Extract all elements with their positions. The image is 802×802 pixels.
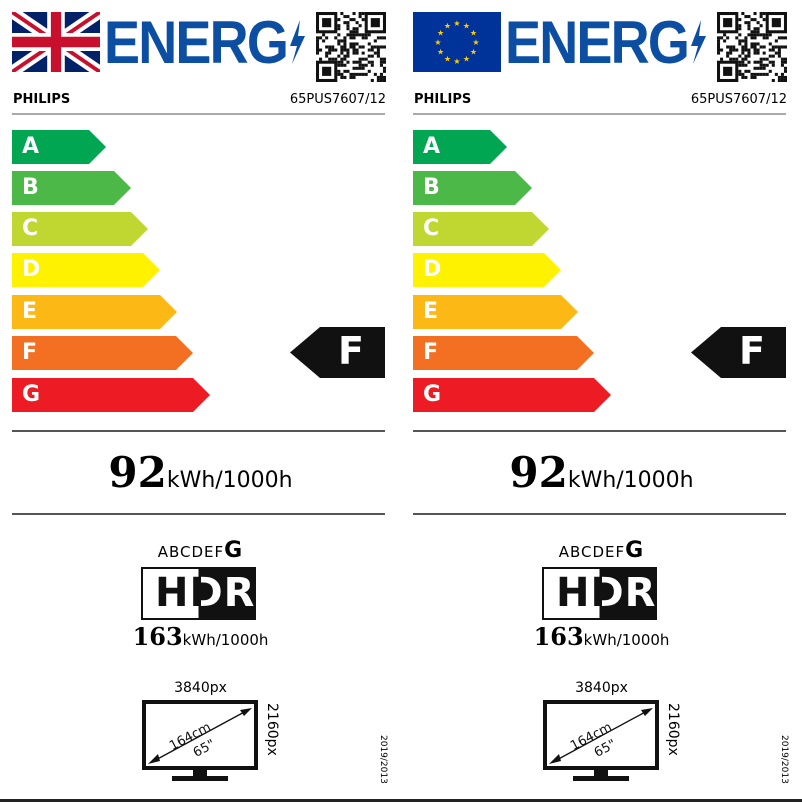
divider — [413, 513, 786, 515]
energy-title: ENERG — [104, 9, 289, 76]
energy-class-bar-d: D — [413, 253, 561, 287]
energy-class-bar-f: F — [413, 336, 594, 370]
hdr-class: G — [224, 538, 244, 563]
vertical-resolution: 2160px — [665, 703, 681, 756]
divider — [12, 430, 385, 432]
energy-class-indicator: F — [290, 327, 385, 378]
svg-text:★: ★ — [434, 38, 441, 47]
class-letter: E — [22, 299, 38, 324]
hdr-unit: kWh/1000h — [583, 631, 670, 649]
energy-class-bar-d: D — [12, 253, 160, 287]
sdr-consumption: 92kWh/1000h — [0, 448, 401, 497]
energy-class-bar-e: E — [12, 295, 177, 329]
hdr-unit: kWh/1000h — [182, 631, 269, 649]
energy-class-bar-g: G — [12, 378, 210, 412]
svg-text:★: ★ — [444, 22, 451, 31]
energy-class-bar-a: A — [413, 130, 507, 164]
class-letter: G — [423, 382, 442, 407]
hdr-value: 163 — [533, 622, 584, 651]
energy-class-bar-b: B — [413, 171, 532, 205]
sdr-unit: kWh/1000h — [567, 468, 694, 493]
svg-text:★: ★ — [453, 19, 460, 28]
horizontal-resolution: 3840px — [174, 680, 227, 696]
class-letter: A — [423, 134, 441, 159]
lightning-bolt-icon — [290, 20, 305, 64]
model-number: 65PUS7607/12 — [289, 92, 386, 107]
bottom-border — [0, 799, 802, 802]
energy-class-bar-e: E — [413, 295, 578, 329]
svg-text:★: ★ — [437, 29, 444, 38]
tv-screen-icon: 164cm 65" — [543, 700, 659, 781]
hdr-scale-prefix: ABCDEF — [558, 543, 626, 561]
sdr-unit: kWh/1000h — [166, 468, 293, 493]
class-letter: C — [423, 216, 440, 241]
hdr-logo-text: HDR — [556, 570, 657, 616]
hdr-logo: HDR — [141, 567, 256, 620]
hdr-scale-prefix: ABCDEF — [157, 543, 225, 561]
horizontal-resolution: 3840px — [575, 680, 628, 696]
indicator-letter: F — [338, 329, 364, 373]
hdr-logo-text: HDR — [155, 570, 256, 616]
hdr-class-scale: ABCDEFG — [0, 538, 401, 563]
class-letter: B — [22, 175, 39, 200]
svg-text:★: ★ — [444, 54, 451, 63]
model-number: 65PUS7607/12 — [690, 92, 787, 107]
tv-screen-icon: 164cm 65" — [142, 700, 258, 781]
regulation-number: 2019/2013 — [378, 735, 388, 784]
svg-text:★: ★ — [463, 22, 470, 31]
qr-code-icon[interactable] — [717, 11, 787, 83]
class-letter: G — [22, 382, 41, 407]
qr-code-icon[interactable] — [316, 11, 386, 83]
sdr-value: 92 — [509, 448, 568, 497]
divider — [413, 430, 786, 432]
class-letter: F — [423, 340, 439, 365]
class-letter: A — [22, 134, 40, 159]
sdr-value: 92 — [108, 448, 167, 497]
hdr-consumption: 163kWh/1000h — [401, 622, 802, 651]
hdr-value: 163 — [132, 622, 183, 651]
svg-text:★: ★ — [472, 38, 479, 47]
energy-class-bar-a: A — [12, 130, 106, 164]
sdr-consumption: 92kWh/1000h — [401, 448, 802, 497]
energy-class-bar-b: B — [12, 171, 131, 205]
class-letter: D — [22, 257, 41, 282]
svg-text:★: ★ — [470, 29, 477, 38]
divider — [413, 113, 786, 115]
energy-label-eu: ★ ★ ★ ★ ★ ★ ★ ★ ★ ★ ★ ★ ENERG PHILIPS 65PUS7607/12 … — [401, 0, 802, 802]
svg-text:★: ★ — [470, 48, 477, 57]
brand-name: PHILIPS — [13, 92, 71, 107]
class-letter: E — [423, 299, 439, 324]
svg-text:★: ★ — [463, 54, 470, 63]
class-letter: B — [423, 175, 440, 200]
class-letter: F — [22, 340, 38, 365]
indicator-letter: F — [739, 329, 765, 373]
uk-flag-icon — [8, 7, 104, 77]
svg-text:★: ★ — [437, 48, 444, 57]
svg-text:★: ★ — [453, 57, 460, 66]
class-letter: C — [22, 216, 39, 241]
hdr-class-scale: ABCDEFG — [401, 538, 802, 563]
class-letter: D — [423, 257, 442, 282]
lightning-bolt-icon — [691, 20, 706, 64]
energy-class-bar-c: C — [413, 212, 549, 246]
divider — [12, 113, 385, 115]
energy-class-bar-c: C — [12, 212, 148, 246]
regulation-number: 2019/2013 — [779, 735, 789, 784]
vertical-resolution: 2160px — [264, 703, 280, 756]
eu-flag-icon: ★ ★ ★ ★ ★ ★ ★ ★ ★ ★ ★ ★ — [413, 12, 501, 72]
energy-class-bar-g: G — [413, 378, 611, 412]
hdr-class: G — [625, 538, 645, 563]
divider — [12, 513, 385, 515]
energy-title: ENERG — [505, 9, 690, 76]
brand-name: PHILIPS — [414, 92, 472, 107]
hdr-consumption: 163kWh/1000h — [0, 622, 401, 651]
energy-class-bar-f: F — [12, 336, 193, 370]
energy-class-indicator: F — [691, 327, 786, 378]
hdr-logo: HDR — [542, 567, 657, 620]
